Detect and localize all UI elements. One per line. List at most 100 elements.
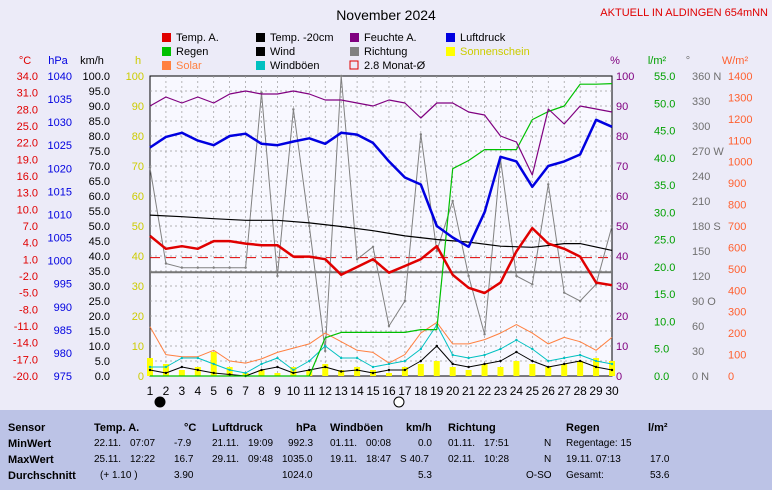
tick-label-lm2: 35.0 (654, 180, 675, 192)
data-point-wind (610, 368, 614, 372)
legend-label-temp20: Temp. -20cm (270, 32, 334, 44)
stats-direction-max-time: 10:28 (484, 454, 510, 465)
tick-label-c: -8.0 (19, 304, 38, 316)
stats-pressure-max-date: 29.11. (212, 454, 240, 465)
data-point-direction (435, 249, 438, 253)
data-point-wind (276, 365, 279, 369)
tick-label-hpa: 975 (54, 371, 72, 383)
data-point-wind (260, 368, 263, 372)
chart-svg: November 2024 AKTUELL IN ALDINGEN 654mNN T… (13, 7, 768, 408)
data-point-wind (451, 362, 454, 366)
data-point-gusts (292, 368, 295, 372)
stats-pressure-min-date: 21.11. (212, 438, 240, 449)
stats-pressure-avg-value: 1024.0 (282, 470, 313, 481)
data-point-direction (371, 245, 375, 249)
tick-label-pct: 100 (616, 71, 634, 83)
data-point-direction (244, 266, 247, 269)
tick-label-pct: 50 (616, 221, 628, 233)
data-point-wind (531, 359, 534, 363)
stats-rain-header: Regen (566, 422, 600, 434)
tick-label-kmh: 0.0 (95, 371, 110, 383)
data-point-wind (594, 365, 598, 369)
legend-swatch (350, 47, 359, 56)
tick-label-kmh: 40.0 (89, 251, 110, 263)
data-point-direction (180, 266, 184, 269)
sunshine-bar (162, 364, 169, 376)
legend-swatch (349, 60, 359, 70)
tick-label-wm2: 900 (728, 178, 746, 190)
data-point-wind (355, 368, 359, 372)
stats-pressure-max-value: 1035.0 (282, 454, 313, 465)
tick-label-h: 20 (132, 311, 144, 323)
tick-label-hpa: 990 (54, 302, 72, 314)
stats-rain-days: Regentage: 15 (566, 438, 632, 449)
x-tick-label: 28 (573, 384, 587, 398)
data-point-wind (212, 371, 215, 375)
tick-label-hpa: 980 (54, 348, 72, 360)
stats-pressure-header: Luftdruck (212, 422, 263, 434)
stats-gusts-col: Windböen km/h 01.11. 00:08 0.0 19.11. 18… (324, 410, 442, 490)
chart-title: November 2024 (336, 7, 436, 23)
legend-swatch (446, 33, 455, 42)
stats-gusts-min-time: 00:08 (366, 438, 392, 449)
stats-direction-max-date: 02.11. (448, 454, 476, 465)
tick-label-c: 28.0 (17, 104, 38, 116)
tick-label-kmh: 5.0 (95, 356, 110, 368)
x-tick-label: 12 (319, 384, 333, 398)
x-tick-label: 8 (258, 384, 265, 398)
tick-label-c: 31.0 (17, 88, 38, 100)
data-point-direction (308, 224, 311, 228)
legend-swatch (446, 47, 455, 56)
sunshine-bar (274, 373, 281, 376)
tick-label-c: -11.0 (14, 321, 38, 333)
tick-label-hpa: 1030 (48, 117, 72, 129)
data-point-gusts (180, 356, 184, 360)
tick-label-c: 1.0 (23, 254, 38, 266)
x-tick-label: 1 (147, 384, 154, 398)
data-point-gusts (578, 353, 582, 357)
stats-temp-avg-value: 3.90 (174, 470, 194, 481)
tick-label-kmh: 60.0 (89, 191, 110, 203)
sunshine-bar (226, 367, 233, 376)
stats-gusts-min-value: 0.0 (418, 438, 432, 449)
tick-label-h: 60 (132, 191, 144, 203)
data-point-direction (419, 133, 423, 136)
series-humidity (149, 90, 613, 176)
data-point-wind (563, 362, 566, 366)
tick-label-kmh: 80.0 (89, 131, 110, 143)
stats-gusts-unit: km/h (406, 422, 432, 434)
axis-unit-wm2: W/m² (722, 55, 749, 67)
data-point-direction (547, 183, 550, 186)
tick-label-pct: 70 (616, 161, 628, 173)
tick-label-pct: 30 (616, 281, 628, 293)
x-tick-label: 22 (478, 384, 492, 398)
tick-label-pct: 80 (616, 131, 628, 143)
data-point-gusts (228, 368, 231, 372)
stats-gusts-min-date: 01.11. (330, 438, 358, 449)
tick-label-h: 40 (132, 251, 144, 263)
legend-label-temp: Temp. A. (176, 32, 219, 44)
x-tick-label: 21 (462, 384, 476, 398)
sunshine-bar (417, 364, 424, 376)
data-point-wind (483, 362, 486, 366)
series-direction (149, 75, 613, 352)
tick-label-wm2: 200 (728, 328, 746, 340)
x-tick-label: 25 (526, 384, 540, 398)
tick-label-c: 4.0 (23, 238, 38, 250)
data-point-wind (547, 365, 550, 369)
tick-label-kmh: 85.0 (89, 116, 110, 128)
sunshine-bar (449, 367, 456, 376)
legend-swatch (162, 47, 171, 56)
data-point-gusts (531, 347, 534, 351)
x-tick-label: 30 (605, 384, 619, 398)
legend-swatch (256, 47, 265, 56)
data-point-wind (467, 365, 470, 369)
stats-temp-max-value: 16.7 (174, 454, 194, 465)
tick-label-lm2: 45.0 (654, 126, 675, 138)
data-point-direction (164, 262, 168, 265)
tick-label-lm2: 10.0 (654, 316, 675, 328)
tick-label-deg: 300 (692, 121, 710, 133)
tick-label-wm2: 0 (728, 371, 734, 383)
tick-label-kmh: 20.0 (89, 311, 110, 323)
stats-direction-min-time: 17:51 (484, 438, 510, 449)
